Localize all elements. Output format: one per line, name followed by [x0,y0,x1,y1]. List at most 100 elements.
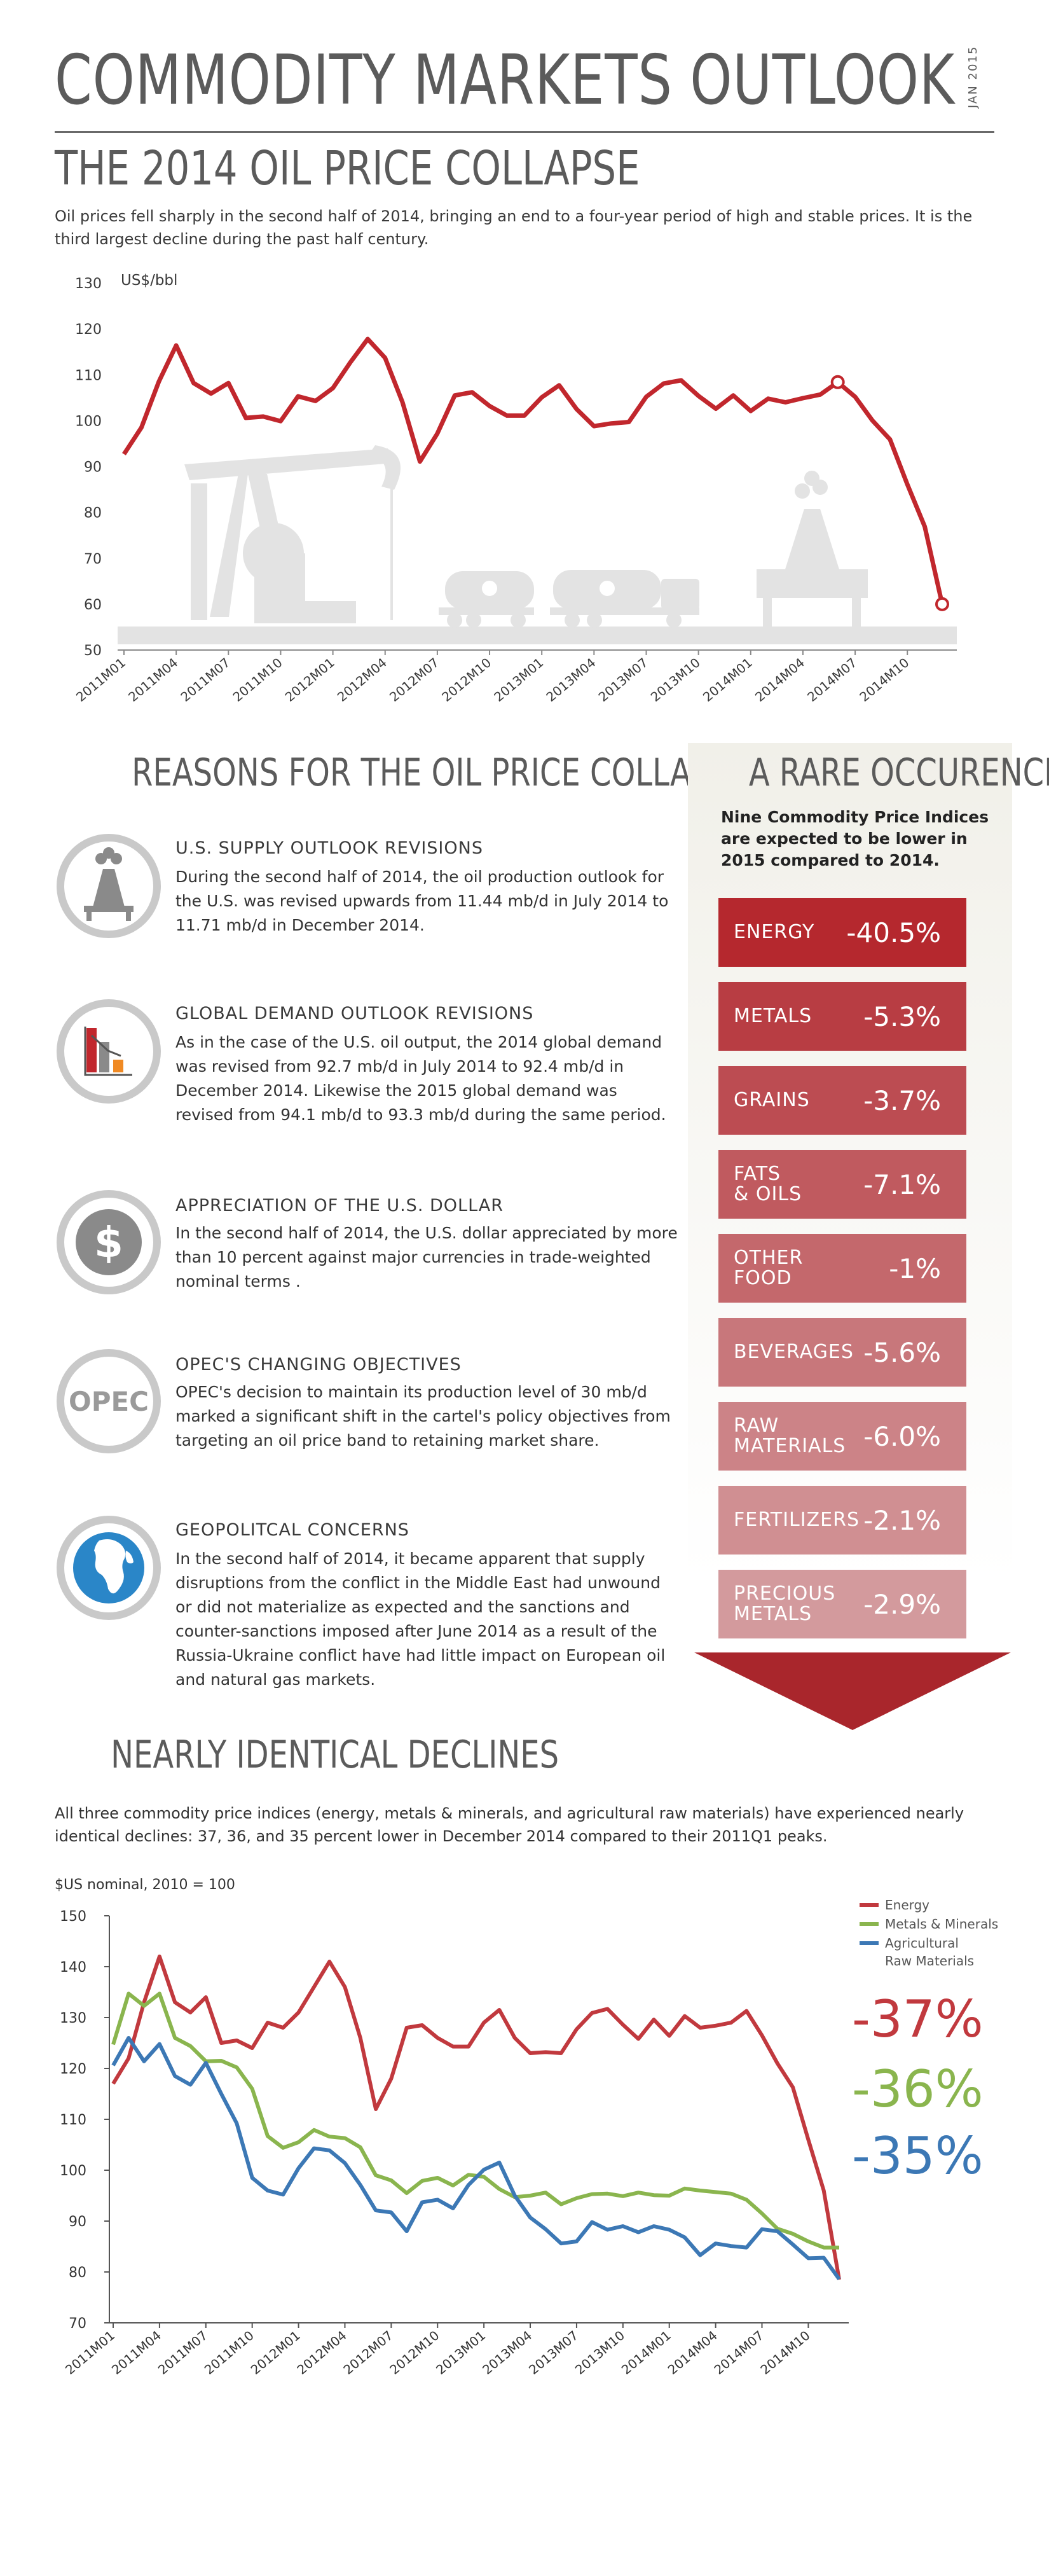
chart-legend: Energy Metals & Minerals Agricultural Raw M… [860,1897,998,1969]
legend-label: Raw Materials [885,1953,974,1969]
index-change-value: -3.7% [863,1084,941,1116]
series-line [122,336,945,605]
page-subtitle: THE 2014 OIL PRICE COLLAPSE [55,141,640,196]
dollar-symbol: $ [94,1218,123,1267]
oil-price-series [122,336,949,611]
x-tick-label: 2013M10 [572,2327,627,2378]
x-tick-label: 2011M10 [230,654,285,705]
y-tick-label: 80 [69,2265,86,2281]
legend-label: Metals & Minerals [885,1916,998,1932]
reason-title: GLOBAL DEMAND OUTLOOK REVISIONS [175,1004,534,1023]
x-tick-label: 2013M04 [479,2327,535,2378]
index-box: PRECIOUS METALS -2.9% [718,1570,966,1638]
y-axis-unit-label: $US nominal, 2010 = 100 [55,1877,235,1893]
bar-chart-icon [55,997,163,1105]
y-tick-label: 90 [69,2214,86,2230]
reason-text: OPEC's decision to maintain its producti… [175,1383,671,1450]
index-box: RAW MATERIALS -6.0% [718,1402,966,1471]
x-tick-label: 2013M01 [491,654,546,705]
y-tick-label: 130 [60,2011,86,2026]
reason-text: During the second half of 2014, the oil … [175,868,669,934]
change-label: -36% [852,2060,984,2119]
index-change-value: -1% [889,1252,941,1284]
x-tick-label: 2013M04 [543,654,598,705]
legend-label: Agricultural [885,1935,959,1951]
declines-intro: All three commodity price indices (energ… [55,1804,964,1845]
oil-rig-icon [757,471,868,627]
oil-derrick-icon [55,832,163,940]
reason-text: In the second half of 2014, the U.S. dol… [175,1224,678,1291]
intro-paragraph: Oil prices fell sharply in the second ha… [55,207,973,248]
x-tick-label: 2011M04 [125,654,181,705]
change-label: -35% [852,2126,984,2185]
index-box: FATS & OILS -7.1% [718,1150,966,1219]
y-tick-label: 100 [75,413,102,429]
series-line [111,2036,841,2280]
index-name: BEVERAGES [734,1341,854,1363]
highlight-point [935,597,949,611]
index-box: ENERGY -40.5% [718,898,966,967]
x-tick-label: 2012M04 [334,654,390,705]
x-tick-label: 2012M01 [282,654,338,705]
index-box: BEVERAGES -5.6% [718,1318,966,1387]
x-tick-label: 2014M04 [752,654,807,705]
main-title: COMMODITY MARKETS OUTLOOK [55,41,955,120]
y-tick-label: 90 [84,460,102,476]
indices-chart: $US nominal, 2010 = 100 70 80 90 100 110 120 1… [55,1877,998,2378]
index-change-value: -5.6% [863,1336,941,1368]
x-tick-label: 2012M07 [340,2327,395,2378]
opec-icon: OPEC [55,1347,163,1455]
y-tick-label: 120 [75,322,102,338]
oil-drop-icon [600,581,615,596]
y-tick-label: 80 [84,506,102,522]
rare-occurence-description: Nine Commodity Price Indices are expecte… [721,808,989,869]
y-tick-label: 70 [69,2316,86,2332]
x-tick-label: 2014M07 [711,2327,767,2378]
tanker-truck-icon [439,571,534,628]
edition-label: JAN 2015 [966,45,980,108]
oil-drop-icon [482,581,497,596]
index-box: GRAINS -3.7% [718,1066,966,1135]
index-name: METALS [734,1005,812,1027]
declines-heading: NEARLY IDENTICAL DECLINES [111,1733,559,1777]
x-tick-label: 2014M01 [619,2327,674,2378]
index-name: FERTILIZERS [734,1509,860,1531]
x-tick-label: 2011M07 [177,654,233,705]
x-tick-label: 2011M01 [62,2327,118,2378]
x-tick-label: 2013M07 [596,654,651,705]
index-box: FERTILIZERS -2.1% [718,1486,966,1555]
fuel-truck-icon [550,570,699,628]
y-tick-label: 50 [84,643,102,659]
index-series [111,1955,841,2280]
x-tick-label: 2011M10 [202,2327,257,2378]
index-name: ENERGY [734,921,815,943]
x-tick-label: 2013M10 [648,654,703,705]
y-tick-label: 110 [60,2112,86,2128]
reason-text: In the second half of 2014, it became ap… [175,1549,666,1689]
x-tick-label: 2012M10 [439,654,494,705]
highlight-point [830,375,845,389]
x-tick-label: 2014M07 [804,654,860,705]
index-name: RAW MATERIALS [734,1415,846,1457]
reason-text: As in the case of the U.S. oil output, t… [175,1033,666,1124]
x-tick-label: 2012M10 [387,2327,442,2378]
pump-jack-icon [184,445,401,623]
index-change-value: -5.3% [863,1001,941,1032]
oil-illustration [118,445,957,644]
y-tick-label: 140 [60,1960,86,1976]
x-tick-label: 2014M10 [856,654,912,705]
globe-icon [55,1514,163,1622]
index-box: OTHER FOOD -1% [718,1234,966,1303]
change-labels: -37% -36% -35% [852,1990,984,2185]
y-tick-label: 150 [60,1909,86,1925]
x-axis-ticks: 2011M012011M042011M072011M102012M012012M… [62,2323,813,2378]
index-change-value: -2.1% [863,1504,941,1536]
index-change-value: -6.0% [863,1420,941,1452]
x-tick-label: 2013M07 [526,2327,581,2378]
y-tick-label: 130 [75,276,102,292]
y-tick-label: 120 [60,2061,86,2077]
x-tick-label: 2012M04 [294,2327,350,2378]
y-tick-label: 70 [84,551,102,567]
x-tick-label: 2012M01 [248,2327,303,2378]
